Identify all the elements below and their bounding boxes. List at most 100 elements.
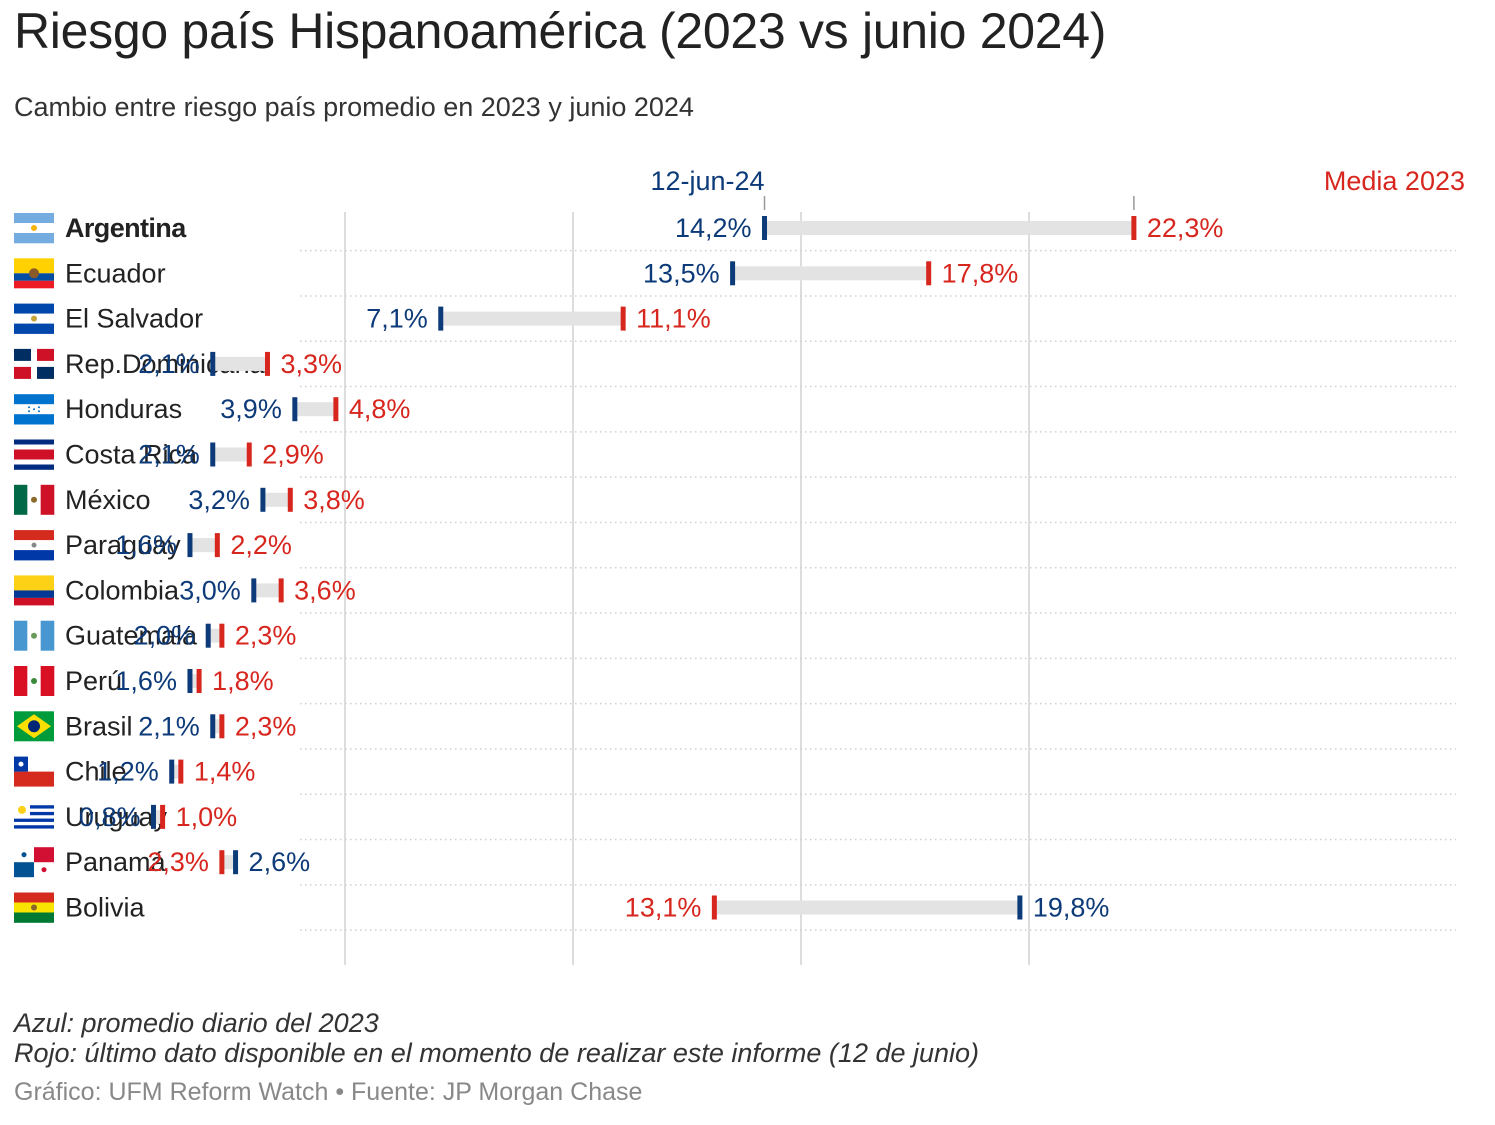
marker-2023 — [333, 397, 339, 422]
value-label-jun24: 1,2% — [97, 757, 159, 787]
range-bar — [171, 764, 181, 779]
marker-2023 — [926, 261, 932, 286]
country-label: Paraguay — [65, 530, 181, 560]
value-label-jun24: 2,1% — [138, 711, 200, 741]
marker-jun24 — [438, 306, 444, 331]
value-label-jun24: 2,0% — [134, 621, 196, 651]
range-bar — [440, 311, 624, 326]
range-bar — [253, 583, 282, 598]
chile-flag — [14, 756, 54, 787]
value-label-2023: 1,0% — [176, 802, 238, 832]
marker-jun24 — [233, 850, 239, 875]
range-bar — [212, 447, 250, 462]
value-label-2023: 17,8% — [942, 258, 1019, 288]
range-bar — [212, 719, 222, 734]
brazil-flag — [14, 711, 54, 742]
marker-2023 — [264, 351, 270, 376]
series-label-jun24: 12-jun-24 — [650, 166, 764, 196]
el-salvador-flag — [14, 303, 54, 334]
country-label: Costa Rica — [65, 440, 198, 470]
range-bar — [153, 809, 163, 824]
range-bar — [764, 221, 1134, 235]
marker-jun24 — [260, 487, 266, 512]
value-label-2023: 2,3% — [235, 711, 297, 741]
country-label: Ecuador — [65, 258, 166, 288]
value-label-jun24: 2,1% — [138, 349, 200, 379]
series-label-2023: Media 2023 — [1324, 166, 1465, 196]
value-label-2023: 22,3% — [1147, 213, 1224, 243]
chart-credit: Gráfico: UFM Reform Watch • Fuente: JP M… — [14, 1078, 643, 1106]
panama-flag — [14, 847, 54, 878]
marker-2023 — [214, 533, 220, 558]
chart-subtitle: Cambio entre riesgo país promedio en 202… — [14, 92, 694, 122]
marker-jun24 — [1017, 895, 1023, 920]
marker-2023 — [196, 669, 202, 693]
range-bar — [212, 356, 268, 371]
marker-2023 — [219, 714, 225, 739]
marker-jun24 — [762, 216, 768, 240]
colombia-flag — [14, 575, 54, 606]
marker-2023 — [711, 895, 717, 920]
costa-rica-flag — [14, 439, 54, 470]
range-bar — [189, 538, 218, 553]
marker-2023 — [219, 623, 225, 648]
country-label: Perú — [65, 666, 122, 696]
range-bar — [221, 855, 236, 870]
marker-2023 — [246, 442, 252, 467]
note-blue: Azul: promedio diario del 2023 — [14, 1008, 379, 1038]
chart-title: Riesgo país Hispanoamérica (2023 vs juni… — [14, 3, 1107, 59]
country-label: Brasil — [65, 711, 133, 741]
marker-2023 — [620, 306, 626, 331]
value-label-jun24: 0,8% — [79, 802, 141, 832]
value-label-2023: 11,1% — [636, 304, 711, 334]
marker-jun24 — [210, 442, 216, 467]
argentina-flag — [14, 213, 54, 244]
marker-2023 — [287, 487, 293, 512]
value-label-2023: 2,3% — [235, 621, 297, 651]
value-label-2023: 2,2% — [230, 530, 292, 560]
country-label: El Salvador — [65, 304, 203, 334]
value-label-2023: 1,8% — [212, 666, 274, 696]
dominican-republic-flag — [14, 348, 54, 379]
value-label-jun24: 2,6% — [249, 847, 311, 877]
country-label: Chile — [65, 757, 127, 787]
value-label-2023: 2,9% — [262, 440, 324, 470]
value-label-jun24: 2,1% — [138, 440, 200, 470]
range-bar — [294, 402, 336, 417]
dumbbell-chart: 12-jun-24 Media 2023 Argentina 14,2% 22,3% Ec… — [14, 166, 1465, 965]
country-label: Colombia — [65, 575, 180, 605]
value-label-jun24: 3,9% — [220, 394, 282, 424]
value-label-jun24: 19,8% — [1033, 893, 1110, 923]
country-label: Guatemala — [65, 621, 198, 651]
honduras-flag — [14, 394, 54, 425]
country-label: Panamá — [65, 847, 167, 877]
range-bar — [189, 674, 200, 688]
marker-jun24 — [187, 533, 193, 558]
range-bar — [208, 628, 222, 643]
marker-jun24 — [251, 578, 257, 603]
country-label: Uruguay — [65, 802, 168, 832]
marker-2023 — [178, 759, 184, 784]
value-label-2023: 1,4% — [194, 757, 256, 787]
marker-2023 — [278, 578, 284, 603]
value-label-2023: 3,6% — [294, 575, 356, 605]
range-bar — [262, 492, 291, 507]
value-label-2023: 3,8% — [303, 485, 365, 515]
value-label-2023: 13,1% — [625, 893, 702, 923]
value-label-2023: 2,3% — [147, 847, 209, 877]
value-label-2023: 4,8% — [349, 394, 411, 424]
value-label-2023: 3,3% — [280, 349, 342, 379]
marker-jun24 — [210, 351, 216, 376]
value-label-jun24: 13,5% — [643, 258, 720, 288]
uruguay-flag — [14, 801, 54, 832]
marker-jun24 — [187, 669, 193, 693]
peru-flag — [14, 666, 55, 696]
country-label: Argentina — [65, 213, 187, 243]
ecuador-flag — [14, 258, 54, 289]
range-bar — [732, 266, 929, 281]
bolivia-flag — [14, 892, 54, 923]
value-label-jun24: 1,6% — [115, 666, 177, 696]
value-label-jun24: 14,2% — [675, 213, 752, 243]
marker-jun24 — [730, 261, 736, 286]
value-label-jun24: 3,2% — [188, 485, 250, 515]
